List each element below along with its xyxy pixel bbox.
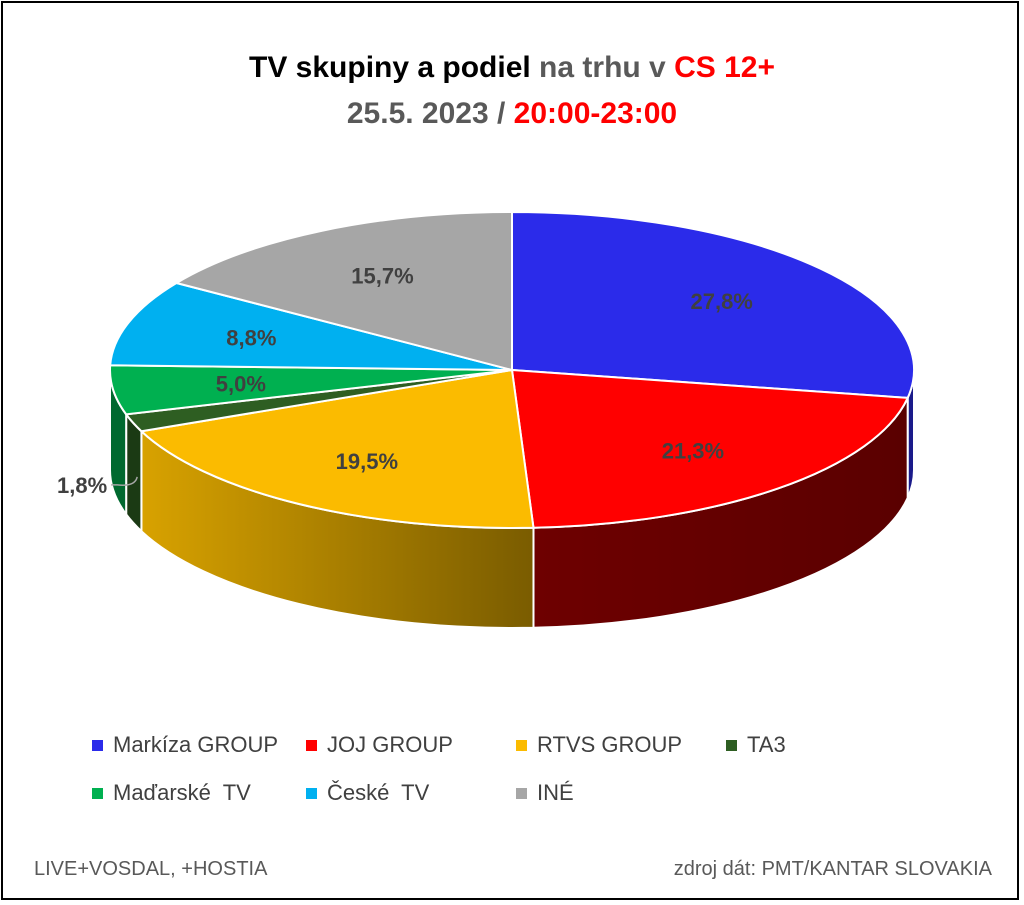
legend-item-markiza-group: Markíza GROUP (92, 732, 278, 758)
pie-tops (109, 211, 915, 529)
legend-item-rtvs-group: RTVS GROUP (516, 732, 682, 758)
pie-slice-ceske-tv (109, 281, 513, 371)
legend-label-ta3: TA3 (747, 732, 786, 757)
legend-item-ceske-tv: České TV (306, 780, 429, 806)
footer-source: zdroj dát: PMT/KANTAR SLOVAKIA (673, 858, 992, 880)
pie-side-ta3 (125, 411, 143, 534)
chart-title-line2: 25.5. 2023 / 20:00-23:00 (0, 96, 1024, 132)
data-label-madarske-tv: 5,0% (216, 372, 266, 397)
data-label-ceske-tv: 8,8% (226, 326, 276, 351)
legend-label-madarske-tv: Maďarské TV (113, 780, 251, 805)
legend-swatch-rtvs-group (516, 739, 527, 751)
legend-swatch-ceske-tv (306, 787, 317, 799)
title-part-target: CS 12+ (674, 51, 775, 84)
pie-slice-markiza-group (511, 211, 915, 399)
legend-item-ta3: TA3 (726, 732, 786, 758)
title-part-time: 20:00-23:00 (513, 97, 678, 130)
legend-swatch-ine (516, 787, 527, 799)
title-part-groups: TV skupiny a podiel (249, 51, 531, 84)
legend-swatch-markiza-group (92, 739, 103, 751)
footer-method: LIVE+VOSDAL, +HOSTIA (34, 858, 268, 880)
legend-label-joj-group: JOJ GROUP (327, 732, 453, 757)
legend-label-rtvs-group: RTVS GROUP (537, 732, 683, 757)
data-label-ine: 15,7% (351, 263, 413, 288)
title-part-date: 25.5. 2023 / (346, 97, 514, 130)
pie-labels: 27,8% 21,3% 19,5% 1,8% 5,0% 8,8% 15,7% (57, 263, 753, 497)
legend-swatch-madarske-tv (92, 787, 103, 799)
legend-item-madarske-tv: Maďarské TV (92, 780, 251, 806)
data-label-markiza-group: 27,8% (690, 289, 752, 314)
data-label-rtvs-group: 19,5% (336, 449, 398, 474)
leader-line-ta3 (111, 476, 138, 486)
chart-title-line1: TV skupiny a podiel na trhu v CS 12+ (0, 50, 1024, 86)
legend-item-ine: INÉ (516, 780, 574, 806)
pie-slice-joj-group (511, 369, 909, 529)
legend-label-markiza-group: Markíza GROUP (113, 732, 279, 757)
legend-label-ceske-tv: České TV (327, 780, 430, 805)
legend-item-joj-group: JOJ GROUP (306, 732, 453, 758)
legend-swatch-ta3 (726, 739, 737, 751)
data-label-joj-group: 21,3% (662, 439, 724, 464)
legend-swatch-joj-group (306, 739, 317, 751)
pie-slice-ine (175, 211, 513, 371)
pie-slice-rtvs-group (140, 369, 535, 529)
legend-label-ine: INÉ (537, 780, 574, 805)
data-label-ta3: 1,8% (57, 473, 107, 498)
title-part-market: na trhu v (530, 51, 675, 84)
